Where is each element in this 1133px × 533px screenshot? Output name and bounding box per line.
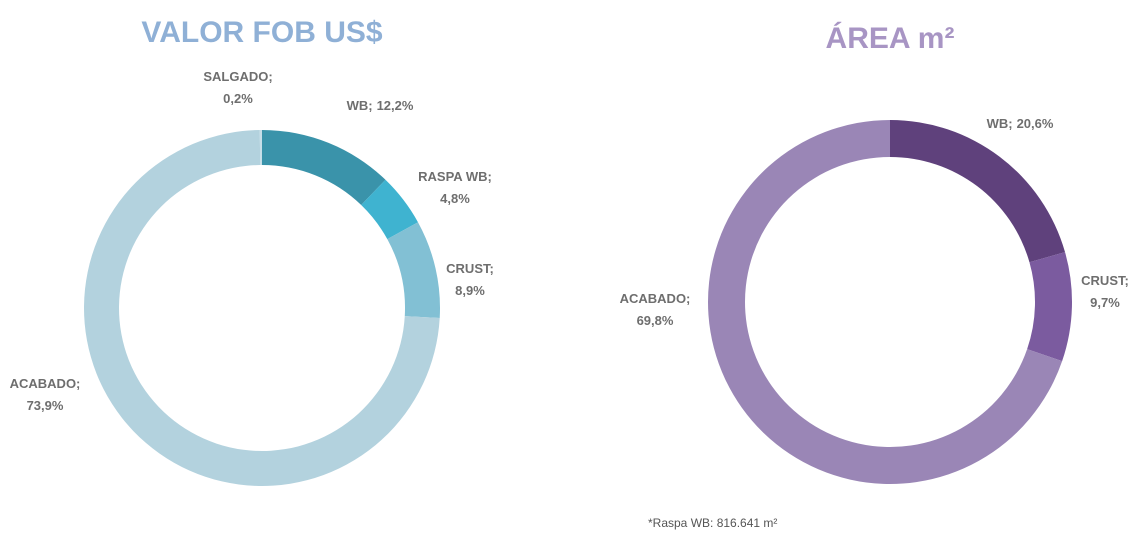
data-label: RASPA WB; 4,8% [418, 169, 492, 206]
data-label: ACABADO; 73,9% [10, 376, 81, 413]
label-category: WB; [347, 98, 373, 113]
label-category: CRUST; [446, 261, 494, 276]
data-label: ACABADO; 69,8% [620, 291, 691, 328]
donut-slice [387, 222, 440, 319]
donut-slice [361, 179, 418, 240]
label-category: RASPA WB; [418, 169, 492, 184]
label-category: ACABADO; [10, 376, 81, 391]
label-value: 9,7% [1090, 295, 1120, 310]
label-category: ACABADO; [620, 291, 691, 306]
data-label: WB; 12,2% [347, 98, 414, 113]
chart-title: VALOR FOB US$ [141, 16, 382, 49]
label-category: CRUST; [1081, 273, 1129, 288]
donut-slice [1027, 252, 1072, 362]
label-value: 8,9% [455, 283, 485, 298]
data-label: WB; 20,6% [987, 116, 1054, 131]
donut-slice [259, 130, 262, 166]
donut-slice [890, 120, 1066, 263]
footnote: *Raspa WB: 816.641 m² [648, 516, 777, 530]
label-value: 73,9% [27, 398, 64, 413]
data-label: CRUST; 8,9% [446, 261, 494, 298]
label-value: 69,8% [637, 313, 674, 328]
label-value: 4,8% [440, 191, 470, 206]
label-value: 0,2% [223, 91, 253, 106]
donut-slice [262, 130, 386, 205]
data-label: CRUST; 9,7% [1081, 273, 1129, 310]
data-label: SALGADO; 0,2% [203, 69, 272, 106]
label-value: 20,6% [1017, 116, 1054, 131]
label-value: 12,2% [377, 98, 414, 113]
label-category: SALGADO; [203, 69, 272, 84]
label-category: WB; [987, 116, 1013, 131]
chart-title: ÁREA m² [826, 21, 955, 55]
